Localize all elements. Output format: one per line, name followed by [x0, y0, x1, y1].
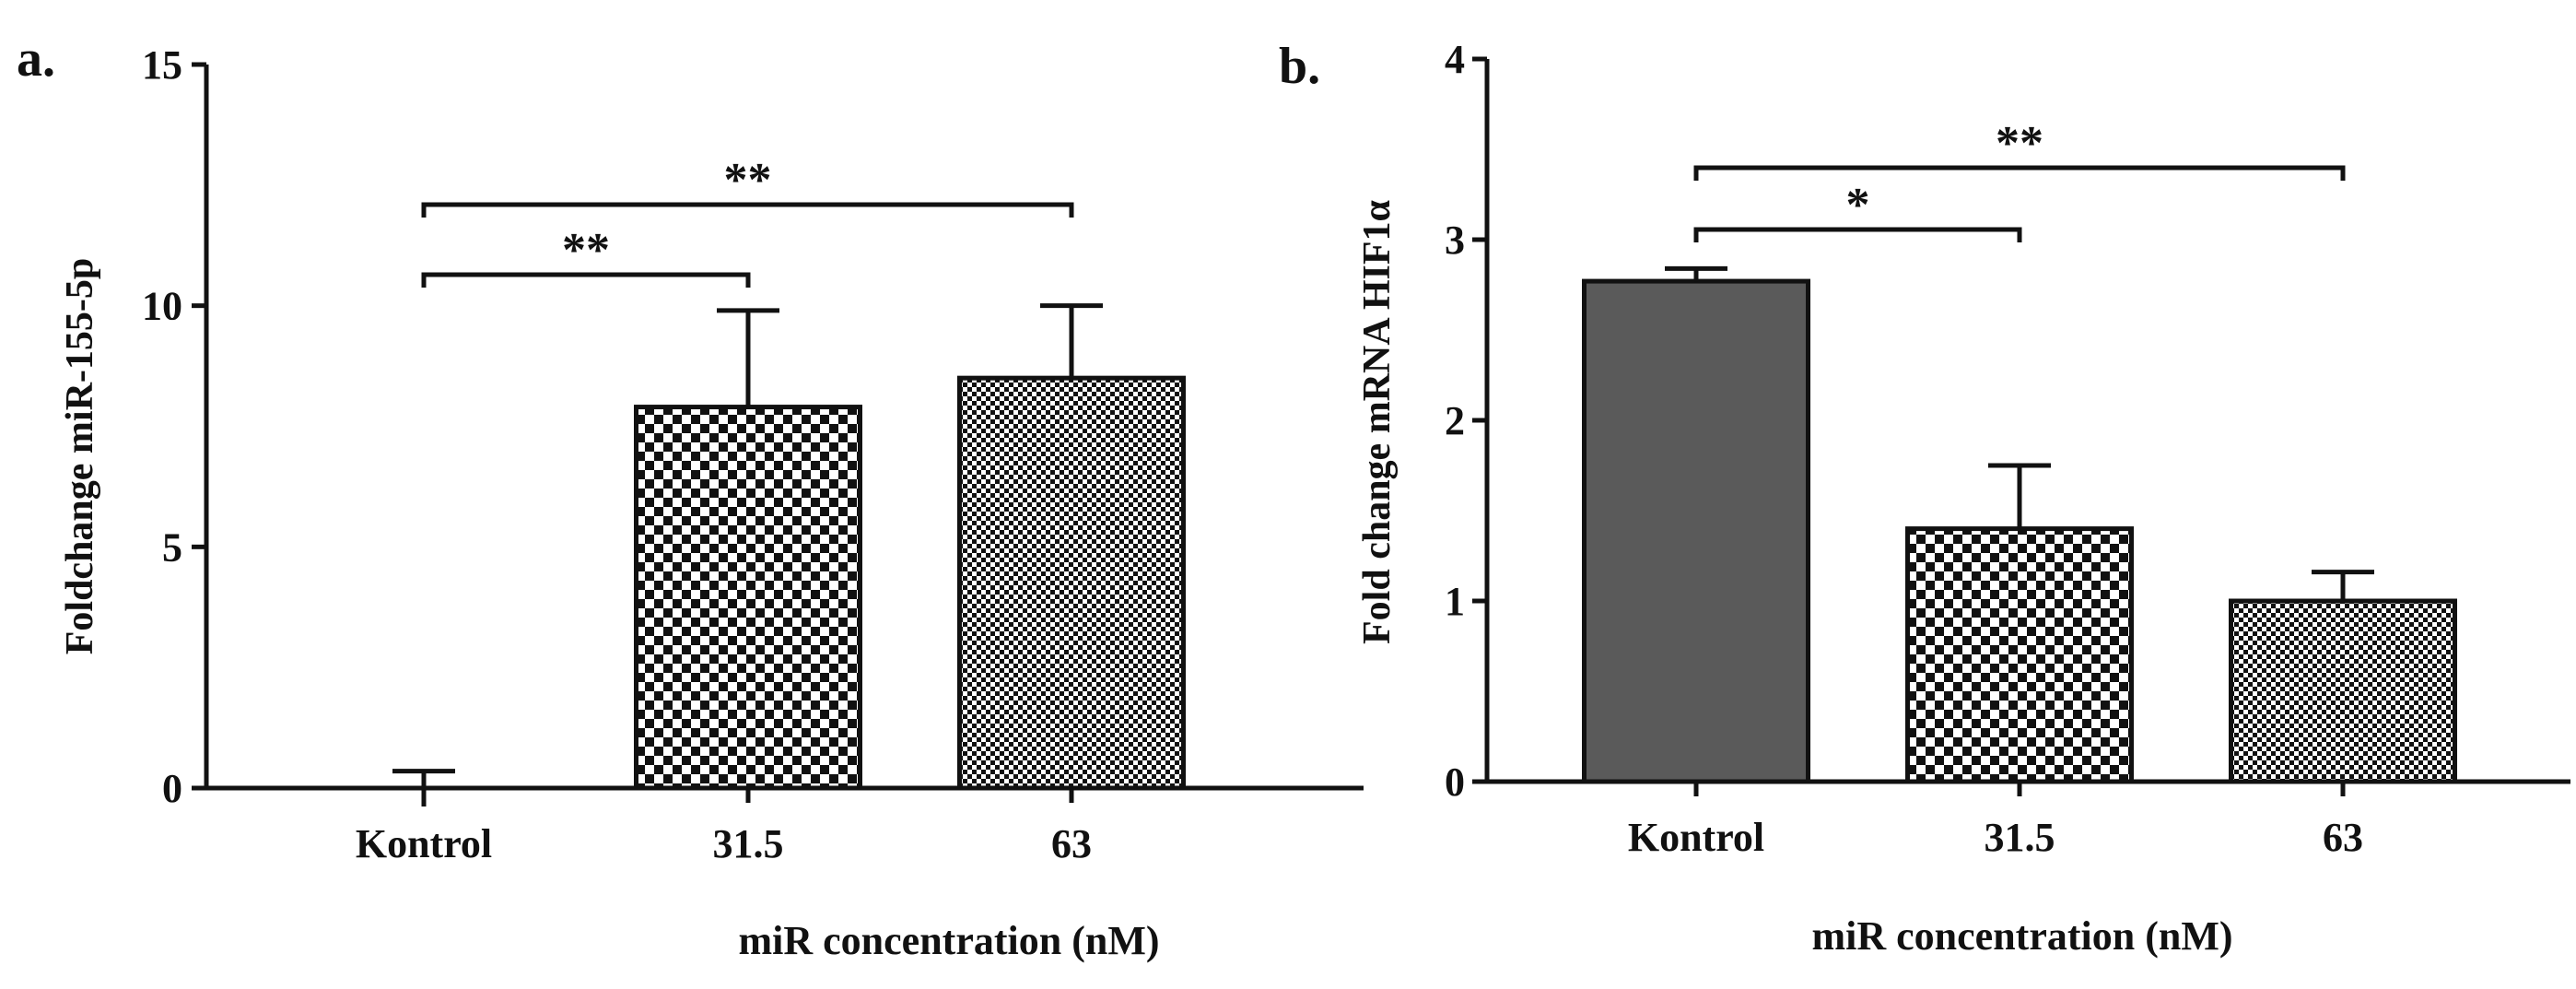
panel-label: a.: [17, 30, 55, 88]
significance-label: **: [724, 154, 772, 206]
significance-bracket: [1693, 165, 2346, 181]
plot-area: 0 5 10 15 Kontrol 31.5 63 ** **: [142, 42, 1364, 866]
panel-label: b.: [1279, 38, 1320, 95]
y-axis-title: Foldchange miR-155-5p: [59, 258, 101, 655]
bar-1: [1905, 526, 2134, 784]
significance-bracket: [421, 202, 1074, 218]
x-tick-label: 63: [2323, 815, 2363, 860]
y-tick-label: 3: [1445, 218, 1465, 263]
y-tick-label: 0: [1445, 759, 1465, 805]
significance-label: **: [562, 224, 610, 277]
y-tick-label: 10: [142, 284, 182, 329]
x-tick-label: 31.5: [1985, 815, 2055, 860]
significance-bracket: [1693, 227, 2022, 242]
bar-1: [634, 405, 862, 791]
bar-2: [957, 375, 1186, 791]
panel-b: b. miR concentration (nM) Fold change mR…: [1279, 37, 2570, 959]
significance-label: **: [1996, 117, 2043, 170]
significance-bracket: [421, 272, 751, 288]
x-axis-title: miR concentration (nM): [1811, 913, 2232, 959]
y-tick-label: 2: [1445, 398, 1465, 443]
bar-2: [2229, 598, 2457, 784]
x-tick-label: 63: [1051, 821, 1092, 866]
x-axis-title: miR concentration (nM): [738, 918, 1159, 963]
bar-0: [1582, 278, 1810, 784]
y-tick-label: 0: [162, 766, 182, 811]
significance-label: *: [1846, 179, 1870, 231]
panel-a: a. miR concentration (nM) Foldchange miR…: [17, 30, 1364, 963]
x-tick-label: 31.5: [713, 821, 784, 866]
y-axis-title: Fold change mRNA HIF1α: [1356, 199, 1399, 644]
y-tick-label: 15: [142, 42, 182, 88]
x-tick-label: Kontrol: [1628, 815, 1764, 860]
y-tick-label: 4: [1445, 37, 1465, 82]
y-tick-label: 5: [162, 524, 182, 570]
y-tick-label: 1: [1445, 579, 1465, 624]
x-tick-label: Kontrol: [356, 821, 492, 866]
